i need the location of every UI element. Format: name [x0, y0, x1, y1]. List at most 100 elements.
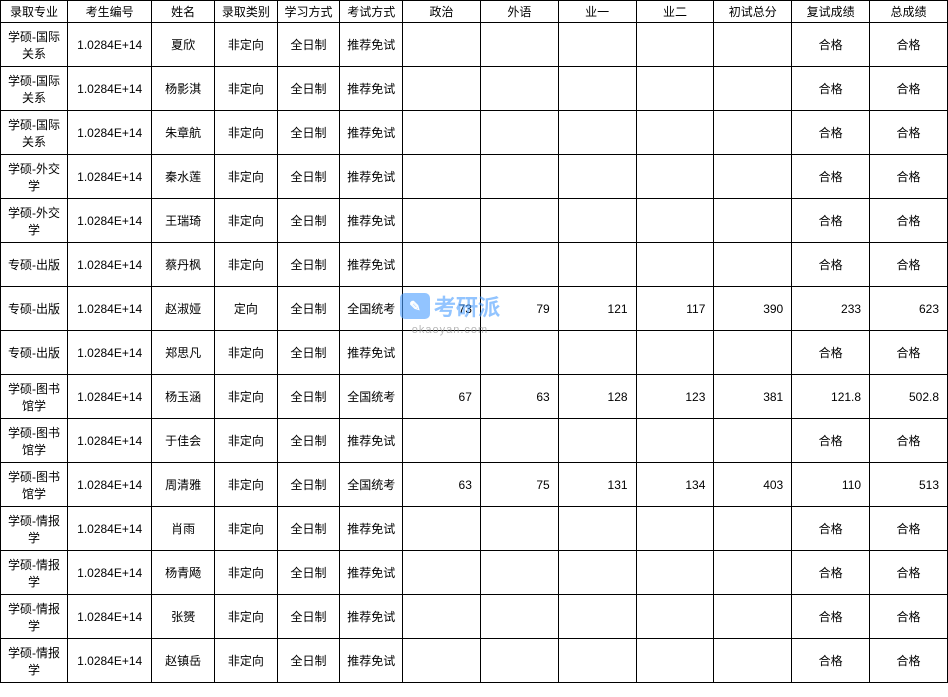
cell-name: 于佳会	[152, 419, 215, 463]
cell-sub1: 121	[558, 287, 636, 331]
table-row: 学硕-情报学1.0284E+14张赟非定向全日制推荐免试合格合格	[1, 595, 948, 639]
cell-major: 学硕-外交学	[1, 155, 68, 199]
cell-total: 合格	[870, 111, 948, 155]
cell-id: 1.0284E+14	[68, 375, 152, 419]
cell-retest: 合格	[792, 111, 870, 155]
cell-name: 杨青飏	[152, 551, 215, 595]
header-politics: 政治	[403, 1, 481, 23]
cell-id: 1.0284E+14	[68, 243, 152, 287]
cell-retest: 121.8	[792, 375, 870, 419]
cell-sub2	[636, 243, 714, 287]
cell-foreign	[480, 155, 558, 199]
cell-major: 学硕-图书馆学	[1, 463, 68, 507]
cell-politics	[403, 507, 481, 551]
cell-study: 全日制	[277, 23, 340, 67]
cell-study: 全日制	[277, 243, 340, 287]
table-row: 专硕-出版1.0284E+14蔡丹枫非定向全日制推荐免试合格合格	[1, 243, 948, 287]
cell-sub2: 134	[636, 463, 714, 507]
cell-category: 非定向	[215, 111, 278, 155]
cell-initial	[714, 507, 792, 551]
cell-study: 全日制	[277, 639, 340, 683]
cell-exam: 全国统考	[340, 287, 403, 331]
cell-retest: 110	[792, 463, 870, 507]
cell-total: 合格	[870, 595, 948, 639]
cell-study: 全日制	[277, 67, 340, 111]
cell-foreign	[480, 199, 558, 243]
header-exam: 考试方式	[340, 1, 403, 23]
cell-sub2	[636, 507, 714, 551]
cell-id: 1.0284E+14	[68, 639, 152, 683]
table-row: 学硕-图书馆学1.0284E+14杨玉涵非定向全日制全国统考6763128123…	[1, 375, 948, 419]
cell-politics: 73	[403, 287, 481, 331]
cell-foreign	[480, 419, 558, 463]
cell-category: 非定向	[215, 419, 278, 463]
cell-name: 周清雅	[152, 463, 215, 507]
cell-politics	[403, 67, 481, 111]
cell-sub2	[636, 23, 714, 67]
cell-sub2	[636, 331, 714, 375]
cell-foreign	[480, 331, 558, 375]
header-major: 录取专业	[1, 1, 68, 23]
cell-study: 全日制	[277, 507, 340, 551]
cell-study: 全日制	[277, 551, 340, 595]
cell-category: 非定向	[215, 463, 278, 507]
header-row: 录取专业 考生编号 姓名 录取类别 学习方式 考试方式 政治 外语 业一 业二 …	[1, 1, 948, 23]
cell-study: 全日制	[277, 331, 340, 375]
cell-foreign	[480, 111, 558, 155]
cell-politics	[403, 551, 481, 595]
cell-initial	[714, 67, 792, 111]
cell-category: 非定向	[215, 551, 278, 595]
cell-major: 学硕-情报学	[1, 507, 68, 551]
cell-name: 赵淑娅	[152, 287, 215, 331]
cell-name: 肖雨	[152, 507, 215, 551]
cell-foreign	[480, 507, 558, 551]
cell-politics	[403, 639, 481, 683]
cell-total: 合格	[870, 199, 948, 243]
table-row: 学硕-图书馆学1.0284E+14周清雅非定向全日制全国统考6375131134…	[1, 463, 948, 507]
cell-foreign	[480, 639, 558, 683]
cell-exam: 推荐免试	[340, 419, 403, 463]
cell-total: 合格	[870, 419, 948, 463]
cell-sub2: 123	[636, 375, 714, 419]
cell-sub1	[558, 551, 636, 595]
cell-initial	[714, 199, 792, 243]
cell-exam: 全国统考	[340, 463, 403, 507]
cell-study: 全日制	[277, 199, 340, 243]
cell-retest: 合格	[792, 331, 870, 375]
cell-initial	[714, 595, 792, 639]
cell-major: 学硕-国际关系	[1, 23, 68, 67]
cell-exam: 推荐免试	[340, 551, 403, 595]
cell-sub1	[558, 155, 636, 199]
table-row: 专硕-出版1.0284E+14赵淑娅定向全日制全国统考7379121117390…	[1, 287, 948, 331]
header-retest: 复试成绩	[792, 1, 870, 23]
cell-id: 1.0284E+14	[68, 199, 152, 243]
cell-politics	[403, 199, 481, 243]
cell-initial	[714, 243, 792, 287]
cell-major: 专硕-出版	[1, 287, 68, 331]
cell-major: 学硕-国际关系	[1, 111, 68, 155]
table-row: 学硕-国际关系1.0284E+14夏欣非定向全日制推荐免试合格合格	[1, 23, 948, 67]
cell-major: 学硕-情报学	[1, 595, 68, 639]
table-row: 专硕-出版1.0284E+14郑思凡非定向全日制推荐免试合格合格	[1, 331, 948, 375]
cell-major: 学硕-国际关系	[1, 67, 68, 111]
cell-major: 专硕-出版	[1, 331, 68, 375]
cell-retest: 合格	[792, 23, 870, 67]
cell-category: 非定向	[215, 243, 278, 287]
cell-name: 蔡丹枫	[152, 243, 215, 287]
cell-total: 合格	[870, 23, 948, 67]
table-row: 学硕-图书馆学1.0284E+14于佳会非定向全日制推荐免试合格合格	[1, 419, 948, 463]
cell-name: 杨玉涵	[152, 375, 215, 419]
cell-politics	[403, 23, 481, 67]
cell-initial	[714, 155, 792, 199]
cell-sub2	[636, 67, 714, 111]
cell-exam: 推荐免试	[340, 23, 403, 67]
header-study: 学习方式	[277, 1, 340, 23]
cell-total: 合格	[870, 155, 948, 199]
cell-initial	[714, 331, 792, 375]
cell-sub1	[558, 419, 636, 463]
cell-initial	[714, 23, 792, 67]
cell-sub1	[558, 595, 636, 639]
cell-initial: 403	[714, 463, 792, 507]
header-foreign: 外语	[480, 1, 558, 23]
cell-sub1: 128	[558, 375, 636, 419]
